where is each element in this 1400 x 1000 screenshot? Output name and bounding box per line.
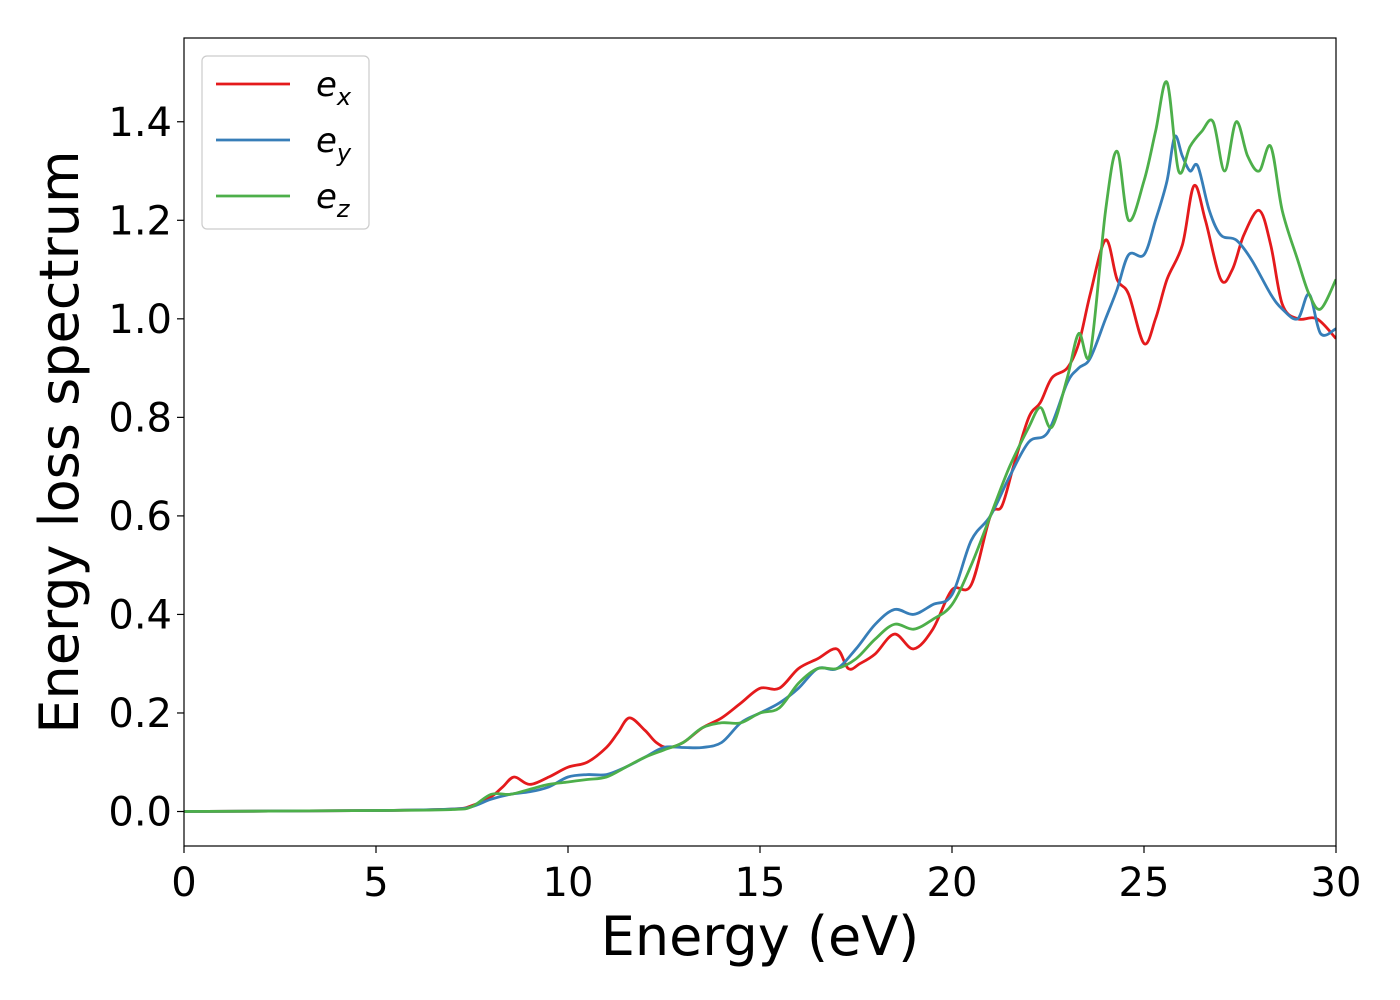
y-tick-label: 0.2: [108, 691, 172, 737]
series-line-y: [184, 134, 1336, 813]
x-tick-label: 5: [363, 860, 388, 906]
y-tick-label: 1.0: [108, 297, 172, 343]
series-line-z: [184, 80, 1336, 813]
x-axis: 0 5 10 15 20 25 30: [171, 846, 1361, 906]
x-tick-label: 30: [1311, 860, 1362, 906]
legend-box: [201, 55, 370, 230]
x-tick-label: 0: [171, 860, 196, 906]
x-axis-title: Energy (eV): [601, 905, 920, 968]
x-tick-label: 25: [1119, 860, 1170, 906]
y-tick-label: 1.2: [108, 198, 172, 244]
x-tick-label: 20: [927, 860, 978, 906]
x-tick-label: 10: [543, 860, 594, 906]
y-axis: 0.0 0.2 0.4 0.6 0.8 1.0 1.2 1.4: [108, 100, 184, 836]
y-axis-title: Energy loss spectrum: [28, 150, 91, 733]
legend-label-y: ey: [316, 121, 352, 167]
plot-background: [184, 38, 1336, 846]
series-layer: [184, 80, 1336, 813]
y-tick-label: 0.8: [108, 395, 172, 441]
y-tick-label: 0.0: [108, 790, 172, 836]
x-tick-label: 15: [735, 860, 786, 906]
y-tick-label: 0.6: [108, 494, 172, 540]
y-tick-label: 1.4: [108, 100, 172, 146]
y-tick-label: 0.4: [108, 592, 172, 638]
series-line-x: [184, 184, 1336, 813]
